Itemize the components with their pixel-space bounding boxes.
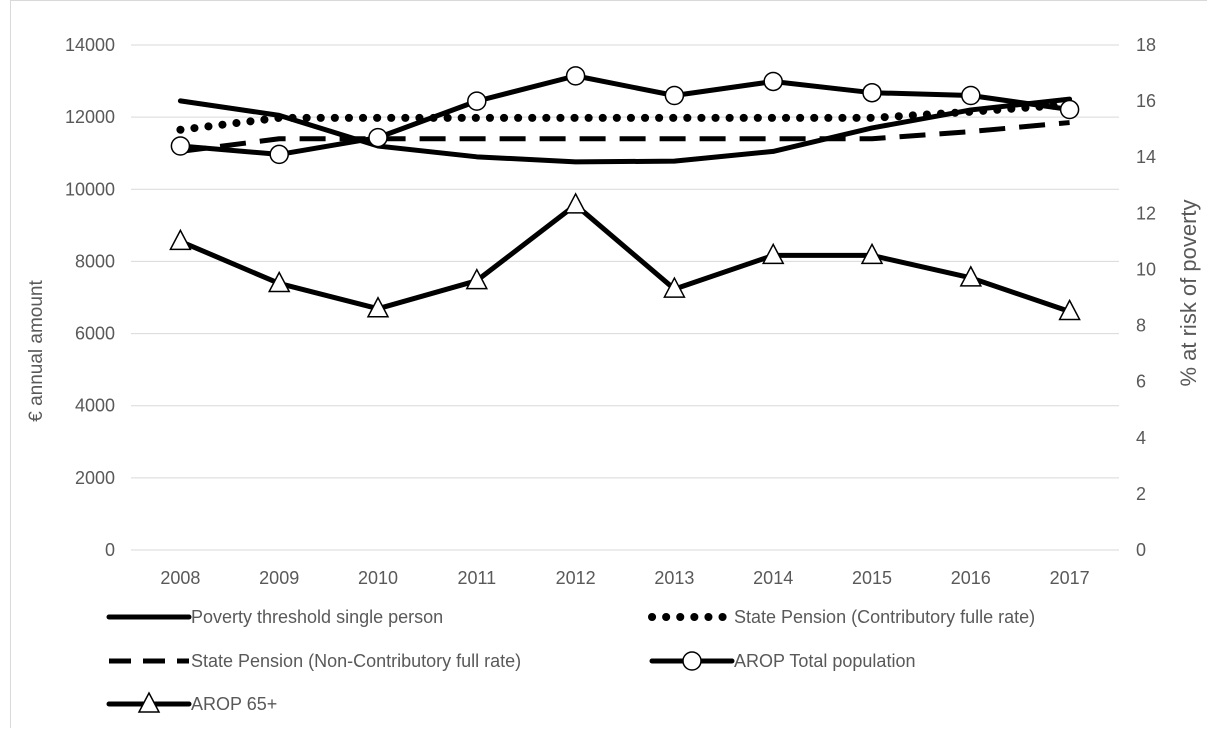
right-tick-label: 2 xyxy=(1136,484,1146,504)
data-point-marker xyxy=(761,242,785,265)
right-tick-label: 12 xyxy=(1136,203,1156,223)
left-tick-label: 4000 xyxy=(75,396,115,416)
series-line-5 xyxy=(177,202,1073,315)
data-point-marker xyxy=(959,265,983,287)
left-tick-label: 14000 xyxy=(65,35,115,55)
data-point-marker xyxy=(862,82,882,103)
right-tick-label: 16 xyxy=(1136,91,1156,111)
data-point-marker xyxy=(860,242,884,265)
data-point-marker xyxy=(368,127,388,148)
left-tick-label: 0 xyxy=(105,540,115,560)
series-line-3 xyxy=(180,120,1070,154)
data-point-marker xyxy=(170,136,191,156)
right-tick-label: 6 xyxy=(1136,372,1146,392)
data-point-marker xyxy=(1059,99,1080,120)
legend-label: AROP Total population xyxy=(734,651,915,671)
x-axis-ticks: 2008 2009 2010 2011 2012 2013 2014 2015 2016 2017 xyxy=(160,568,1089,588)
x-tick-label: 2017 xyxy=(1050,568,1090,588)
data-point-marker xyxy=(366,296,390,318)
right-tick-label: 0 xyxy=(1136,540,1146,560)
legend-item: AROP 65+ xyxy=(106,691,277,714)
x-tick-label: 2010 xyxy=(358,568,398,588)
right-tick-label: 14 xyxy=(1136,147,1156,167)
right-tick-label: 18 xyxy=(1136,35,1156,55)
data-point-marker xyxy=(169,228,192,251)
left-axis-ticks: 0 2000 4000 6000 8000 10000 12000 14000 xyxy=(65,35,115,560)
legend-marker xyxy=(682,651,702,671)
right-tick-label: 4 xyxy=(1136,428,1146,448)
left-tick-label: 12000 xyxy=(65,107,115,127)
series-layer xyxy=(169,66,1081,321)
legend-label: State Pension (Non-Contributory full rat… xyxy=(191,651,521,671)
legend-item: AROP Total population xyxy=(649,651,915,671)
legend-item: Poverty threshold single person xyxy=(106,607,443,627)
legend-item: State Pension (Non-Contributory full rat… xyxy=(109,651,521,671)
data-point-marker xyxy=(663,276,686,298)
right-axis-ticks: 0 2 4 6 8 10 12 14 16 18 xyxy=(1136,35,1156,560)
left-tick-label: 6000 xyxy=(75,324,115,344)
chart-frame: 0 2000 4000 6000 8000 10000 12000 14000 0 2 4 6 8 10… xyxy=(10,0,1207,728)
legend-label: AROP 65+ xyxy=(191,694,277,714)
x-tick-label: 2014 xyxy=(753,568,793,588)
data-point-marker xyxy=(467,91,487,111)
data-point-marker xyxy=(763,71,783,92)
right-tick-label: 10 xyxy=(1136,259,1156,279)
data-point-marker xyxy=(565,66,586,86)
left-axis-label: € annual amount xyxy=(26,280,47,422)
data-point-marker xyxy=(961,85,981,106)
x-tick-label: 2013 xyxy=(654,568,694,588)
data-point-marker xyxy=(1058,298,1081,321)
left-tick-label: 2000 xyxy=(75,468,115,488)
data-point-marker xyxy=(267,270,291,293)
legend-item: State Pension (Contributory fulle rate) xyxy=(648,607,1035,627)
right-axis-label: % at risk of poverty xyxy=(1176,199,1201,386)
legend: Poverty threshold single person State Pen… xyxy=(106,607,1035,714)
data-point-marker xyxy=(564,192,587,214)
left-tick-label: 8000 xyxy=(75,251,115,271)
series-line-1 xyxy=(177,96,1073,165)
legend-label: Poverty threshold single person xyxy=(191,607,443,627)
legend-label: State Pension (Contributory fulle rate) xyxy=(734,607,1035,627)
left-tick-label: 10000 xyxy=(65,179,115,199)
x-tick-label: 2009 xyxy=(259,568,299,588)
x-tick-label: 2008 xyxy=(160,568,200,588)
x-tick-label: 2012 xyxy=(556,568,596,588)
x-tick-label: 2011 xyxy=(457,568,496,588)
data-point-marker xyxy=(465,268,489,290)
data-point-marker xyxy=(664,85,685,106)
x-tick-label: 2016 xyxy=(951,568,991,588)
series-line-4 xyxy=(177,73,1073,157)
x-tick-label: 2015 xyxy=(852,568,892,588)
right-tick-label: 8 xyxy=(1136,316,1146,336)
line-chart: 0 2000 4000 6000 8000 10000 12000 14000 0 2 4 6 8 10… xyxy=(26,35,1201,714)
data-point-marker xyxy=(269,144,289,165)
legend-marker xyxy=(137,691,161,713)
